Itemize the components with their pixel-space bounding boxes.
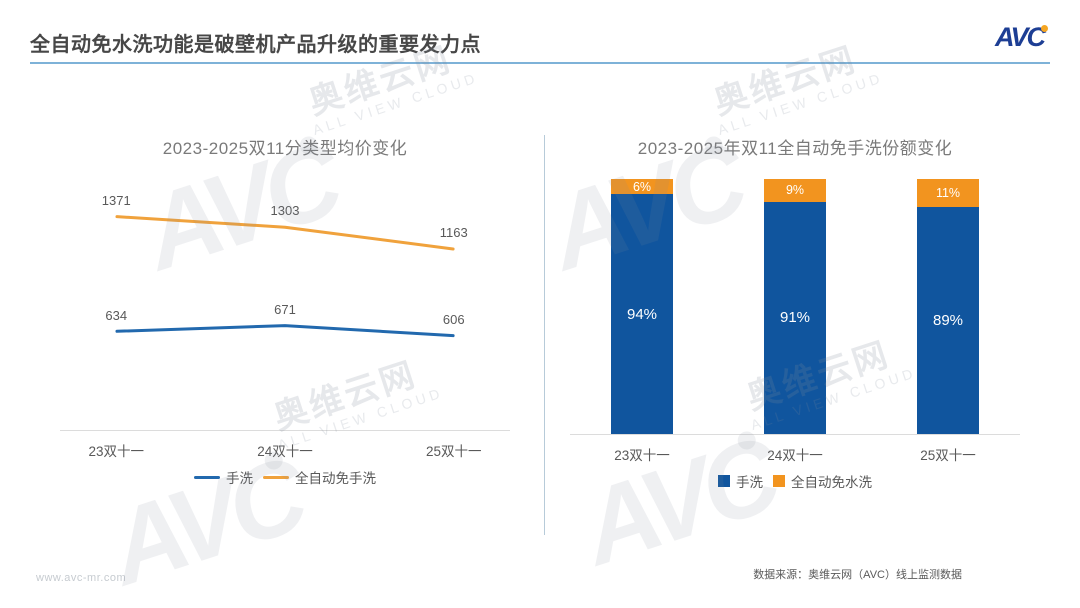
legend-label: 手洗 — [226, 471, 253, 486]
bar-column: 6% 94% — [611, 179, 673, 434]
line-chart-x-axis: 23双十一 24双十一 25双十一 — [60, 431, 510, 459]
legend-label: 全自动免手洗 — [295, 471, 376, 486]
avc-logo: AVC — [994, 22, 1048, 53]
legend-item: 全自动免水洗 — [773, 471, 872, 491]
line-chart-title: 2023-2025双11分类型均价变化 — [162, 139, 408, 158]
bar-segment: 94% — [611, 194, 673, 434]
bar-segment: 89% — [917, 207, 979, 434]
charts-area: 2023-2025双11分类型均价变化 634 671 606 1371 1303 116… — [30, 90, 1050, 550]
bar-chart-panel: 2023-2025年双11全自动免手洗份额变化 6% 94% 9% 91% 11% 89%… — [540, 90, 1050, 550]
avc-logo-dot-icon — [1041, 25, 1048, 32]
x-axis-label: 25双十一 — [920, 448, 976, 463]
avc-logo-text: AVC — [994, 22, 1046, 52]
bar-segment: 9% — [764, 179, 826, 202]
legend-item: 全自动免手洗 — [263, 467, 376, 487]
legend-swatch-icon — [773, 475, 785, 487]
line-series — [115, 324, 455, 338]
line-chart-plot: 634 671 606 1371 1303 1163 — [60, 181, 510, 431]
data-point-label: 1371 — [101, 192, 131, 208]
bar-chart-plot: 6% 94% 9% 91% 11% 89% — [570, 179, 1020, 435]
line-chart-legend: 手洗 全自动免手洗 — [30, 467, 540, 487]
footer-website: www.avc-mr.com — [36, 572, 127, 584]
x-axis-label: 24双十一 — [257, 444, 313, 459]
bar-segment: 11% — [917, 179, 979, 208]
x-axis-label: 24双十一 — [767, 448, 823, 463]
panel-divider — [544, 135, 545, 535]
data-point-label: 1163 — [439, 225, 468, 241]
footer-data-source: 数据来源：奥维云网（AVC）线上监测数据 — [753, 569, 962, 581]
legend-label: 手洗 — [736, 475, 763, 490]
bar-chart-legend: 手洗 全自动免水洗 — [540, 471, 1050, 491]
line-chart-panel: 2023-2025双11分类型均价变化 634 671 606 1371 1303 116… — [30, 90, 540, 550]
legend-label: 全自动免水洗 — [791, 475, 872, 490]
legend-item: 手洗 — [718, 471, 763, 491]
x-axis-label: 23双十一 — [88, 444, 145, 459]
data-point-label: 634 — [105, 307, 128, 323]
page-title: 全自动免水洗功能是破壁机产品升级的重要发力点 — [30, 34, 481, 56]
legend-swatch-icon — [194, 475, 220, 479]
x-axis-label: 25双十一 — [425, 444, 482, 459]
legend-item: 手洗 — [194, 467, 253, 487]
data-point-label: 1303 — [270, 203, 300, 219]
bar-chart-title: 2023-2025年双11全自动免手洗份额变化 — [637, 139, 953, 158]
data-point-label: 606 — [442, 312, 465, 328]
bar-column: 9% 91% — [764, 179, 826, 434]
bar-chart-x-axis: 23双十一 24双十一 25双十一 — [570, 435, 1020, 463]
bar-column: 11% 89% — [917, 179, 979, 434]
legend-swatch-icon — [263, 475, 289, 479]
legend-swatch-icon — [718, 475, 730, 487]
data-point-label: 671 — [274, 302, 296, 318]
x-axis-label: 23双十一 — [614, 448, 670, 463]
line-series — [115, 215, 455, 251]
bar-segment: 6% — [611, 179, 673, 195]
bar-segment: 91% — [764, 201, 826, 434]
header: 全自动免水洗功能是破壁机产品升级的重要发力点 AVC — [30, 22, 1050, 64]
